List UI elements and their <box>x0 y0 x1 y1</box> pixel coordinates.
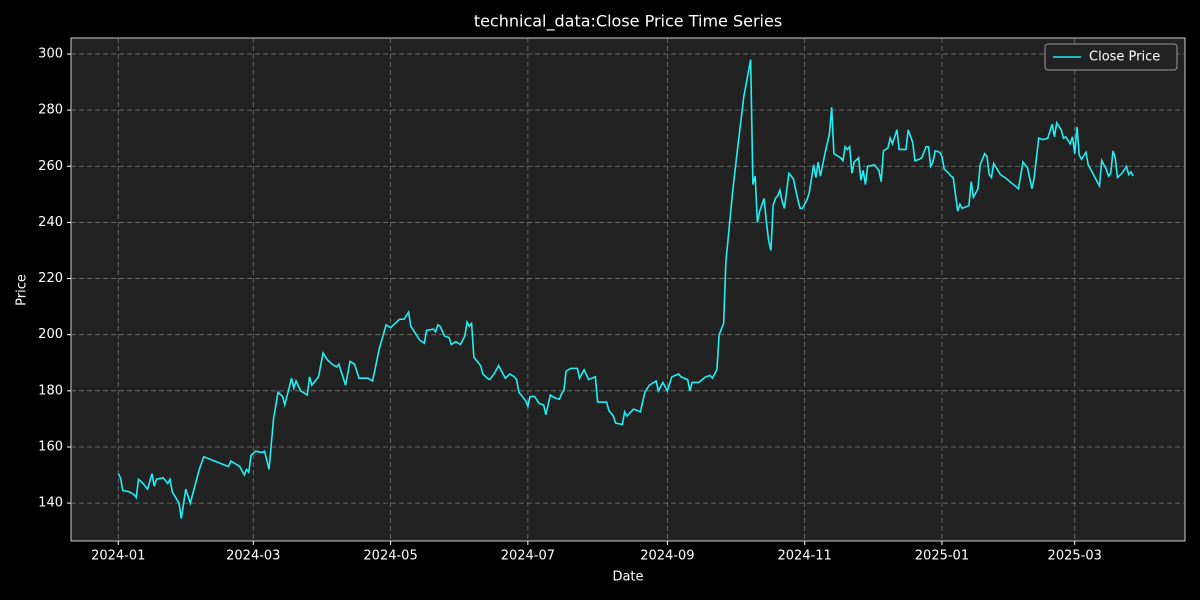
x-tick-label: 2024-05 <box>363 549 417 564</box>
y-tick-label: 140 <box>38 496 63 511</box>
x-tick-label: 2024-03 <box>226 549 280 564</box>
x-tick-label: 2025-01 <box>915 549 969 564</box>
legend-box <box>1044 43 1178 71</box>
x-tick-label: 2024-11 <box>778 549 832 564</box>
y-tick-label: 220 <box>38 271 63 286</box>
y-tick-label: 240 <box>38 215 63 230</box>
x-tick-label: 2025-03 <box>1048 549 1102 564</box>
plot-area <box>70 37 1186 542</box>
y-axis-label: Price <box>15 274 30 306</box>
y-tick-label: 200 <box>38 327 63 342</box>
x-tick-label: 2024-09 <box>640 549 694 564</box>
legend-label: Close Price <box>1089 50 1160 65</box>
y-tick-label: 180 <box>38 383 63 398</box>
x-tick-label: 2024-07 <box>501 549 555 564</box>
y-tick-label: 300 <box>38 46 63 61</box>
y-tick-label: 160 <box>38 439 63 454</box>
y-tick-label: 280 <box>38 103 63 118</box>
x-axis-label: Date <box>612 570 643 585</box>
x-tick-label: 2024-01 <box>91 549 145 564</box>
series-line <box>117 59 1134 519</box>
y-tick-label: 260 <box>38 159 63 174</box>
chart-title: technical_data:Close Price Time Series <box>474 12 782 32</box>
